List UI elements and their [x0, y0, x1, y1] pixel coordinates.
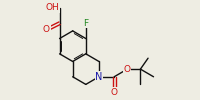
Text: F: F [83, 19, 88, 28]
Text: O: O [111, 88, 118, 97]
Text: O: O [124, 65, 131, 74]
Text: OH: OH [46, 3, 60, 12]
Text: N: N [95, 72, 103, 82]
Text: O: O [43, 25, 50, 34]
